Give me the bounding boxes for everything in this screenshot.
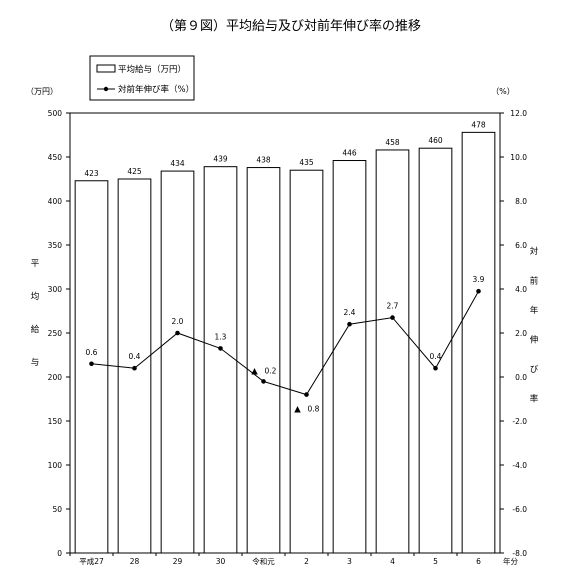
plot-area: 0 50 100 150 200 250 300 350 400 450 500 -8.0 -6.0 -4…	[31, 109, 539, 566]
right-axis-title-char: び	[530, 365, 539, 375]
x-tick-label: 29	[173, 557, 183, 566]
right-axis-title-char: 対	[530, 246, 539, 257]
bar	[246, 167, 281, 554]
x-tick-label: 30	[216, 557, 226, 566]
left-tick-label: 100	[48, 461, 63, 470]
growth-rate-label: 1.3	[215, 332, 227, 341]
left-tick-label: 0	[57, 549, 62, 558]
bar-value-label: 460	[428, 136, 443, 145]
growth-rate-point	[261, 379, 266, 384]
left-tick-label: 400	[48, 197, 63, 206]
left-axis-title-char: 与	[31, 358, 40, 368]
legend: 平均給与（万円） 対前年伸び率（%）	[89, 55, 195, 101]
growth-rate-label: 0.8	[308, 405, 320, 414]
x-tick-label: 平成27	[79, 556, 104, 566]
bar	[332, 160, 367, 554]
negative-marker: ▲	[251, 366, 258, 376]
right-tick-label: -6.0	[512, 505, 527, 514]
chart-title: （第９図）平均給与及び対前年伸び率の推移	[161, 18, 421, 34]
growth-rate-point	[390, 315, 395, 320]
right-axis-title-char: 年	[530, 305, 539, 316]
growth-rate-line	[91, 290, 479, 396]
growth-rate-point	[476, 288, 481, 294]
growth-rate-label: 0.6	[86, 348, 98, 357]
left-tick-label: 350	[48, 241, 63, 250]
left-tick-label: 200	[48, 373, 63, 382]
bar-value-label: 434	[170, 159, 185, 168]
bar	[375, 149, 410, 554]
right-tick-label: 0.0	[515, 373, 527, 382]
left-axis-title-char: 給	[31, 324, 40, 335]
left-tick-label: 150	[48, 417, 63, 426]
x-tick-label: 28	[130, 557, 140, 566]
right-tick-label: 4.0	[515, 285, 527, 294]
x-tick-label: 令和元	[252, 556, 275, 566]
x-tick-label: 4	[390, 557, 395, 566]
bar	[74, 180, 109, 554]
left-tick-label: 500	[48, 109, 63, 118]
right-tick-label: 2.0	[515, 329, 527, 338]
right-tick-label: -2.0	[512, 417, 527, 426]
left-tick-label: 300	[48, 285, 63, 294]
growth-rate-point	[304, 392, 309, 397]
bar	[203, 166, 238, 554]
x-axis-unit: 年分	[503, 556, 518, 566]
right-axis-title-char: 前	[530, 276, 539, 287]
legend-box	[89, 55, 195, 101]
growth-rate-label: 2.4	[344, 308, 356, 317]
bar-value-label: 478	[471, 120, 486, 129]
legend-bar-label: 平均給与（万円）	[118, 64, 186, 75]
right-tick-label: 8.0	[515, 197, 527, 206]
bar-value-label: 438	[256, 156, 271, 165]
growth-rate-point	[132, 365, 137, 371]
x-tick-label: 6	[476, 557, 481, 566]
right-axis-title-char: 率	[530, 394, 539, 405]
bar	[289, 169, 324, 554]
left-tick-label: 450	[48, 153, 63, 162]
bar-value-label: 425	[127, 167, 142, 176]
x-tick-label: 3	[347, 557, 352, 566]
bar-value-label: 439	[213, 155, 228, 164]
growth-rate-label: 0.4	[129, 352, 141, 361]
legend-line-marker	[103, 86, 109, 92]
right-tick-label: 12.0	[510, 109, 527, 118]
left-axis-title-char: 均	[31, 291, 40, 302]
left-tick-label: 50	[52, 505, 62, 514]
right-tick-label: -8.0	[512, 549, 527, 558]
bar	[418, 147, 453, 554]
growth-rate-label: 3.9	[473, 275, 485, 284]
bar	[461, 131, 496, 554]
bar-value-label: 423	[84, 169, 99, 178]
x-tick-label: 2	[304, 557, 309, 566]
legend-bar-swatch	[96, 64, 116, 73]
growth-rate-point	[433, 365, 438, 371]
bar-value-label: 435	[299, 158, 314, 167]
negative-marker: ▲	[294, 405, 301, 415]
growth-rate-point	[218, 346, 223, 351]
x-tick-label: 5	[433, 557, 438, 566]
growth-rate-label: 2.0	[172, 317, 184, 326]
left-axis-unit: （万円）	[26, 87, 58, 96]
bar-value-label: 458	[385, 138, 400, 147]
right-axis-title-char: 伸	[530, 335, 539, 346]
growth-rate-point	[89, 361, 94, 367]
growth-rate-point	[175, 330, 180, 336]
right-axis-unit: （%）	[491, 87, 515, 96]
legend-line-label: 対前年伸び率（%）	[118, 84, 194, 95]
growth-rate-point	[347, 321, 352, 327]
growth-rate-label: 0.4	[430, 352, 442, 361]
bar	[160, 170, 195, 554]
right-tick-label: -4.0	[512, 461, 527, 470]
right-tick-label: 6.0	[515, 241, 527, 250]
left-axis-title-char: 平	[31, 259, 40, 269]
left-tick-label: 250	[48, 329, 63, 338]
bar-value-label: 446	[342, 149, 357, 158]
growth-rate-label: 0.2	[265, 366, 277, 375]
right-tick-label: 10.0	[510, 153, 527, 162]
growth-rate-label: 2.7	[387, 302, 399, 311]
